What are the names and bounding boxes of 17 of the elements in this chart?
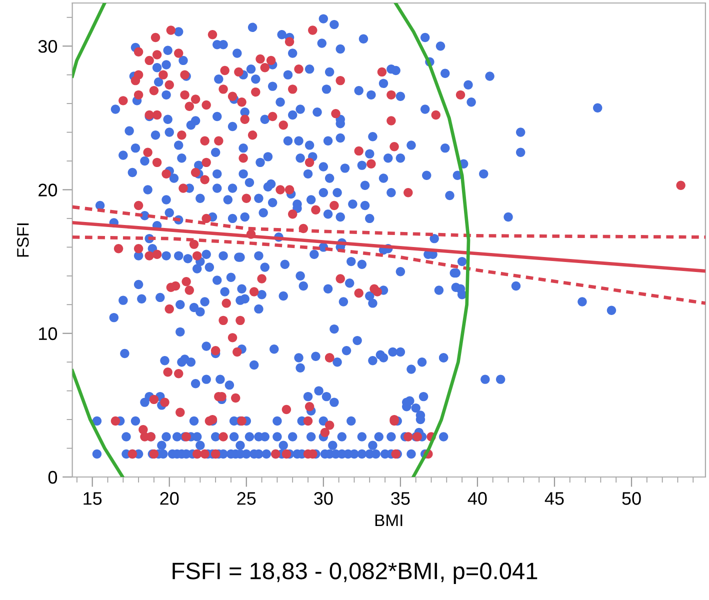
y-axis-title: FSFI (17, 223, 29, 257)
x-tick-label: 25 (237, 492, 256, 505)
x-tick-label: 15 (84, 492, 102, 505)
line-series (72, 235, 706, 305)
x-tick-label: 20 (160, 492, 179, 505)
line-series (72, 205, 706, 239)
y-tick-label: 0 (48, 470, 58, 484)
y-tick-label: 30 (38, 40, 58, 53)
y-tick-label: 10 (39, 327, 58, 340)
x-tick-label: 50 (622, 492, 641, 505)
x-tick-label: 30 (314, 492, 333, 505)
text: FSFI = 18,83 - 0,082*BMI, p=0.041 (172, 562, 538, 584)
x-tick-label: 40 (468, 492, 487, 505)
y-tick-label: 20 (38, 184, 58, 196)
x-tick-label: 35 (391, 492, 410, 505)
x-tick-label: 45 (544, 492, 564, 505)
x-axis-title: BMI (375, 514, 402, 526)
